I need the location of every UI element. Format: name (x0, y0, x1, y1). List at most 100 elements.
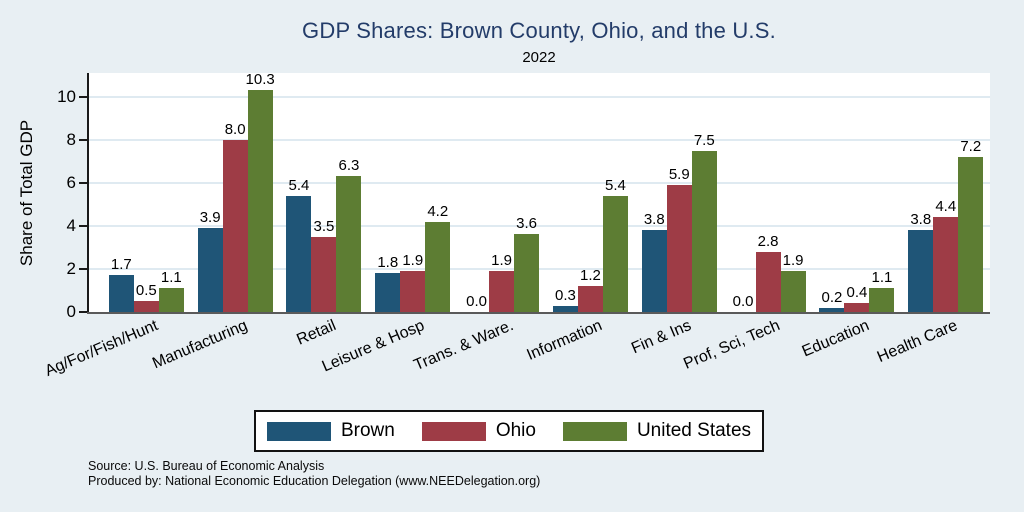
y-tick-label-4: 4 (66, 215, 76, 235)
bar-value-ohio-leisure-hosp: 1.9 (402, 252, 424, 270)
x-category-label-trans-ware: Trans. & Ware. (411, 317, 517, 375)
bar-value-ohio-health-care: 4.4 (935, 198, 957, 216)
bar-brown-leisure-hosp (375, 273, 401, 312)
legend-swatch-ohio (421, 421, 486, 441)
gridline-10 (88, 95, 990, 98)
bar-value-united-states-information: 5.4 (605, 176, 626, 194)
bar-value-ohio-trans-ware: 1.9 (491, 252, 513, 270)
bar-brown-health-care (908, 230, 934, 312)
bar-ohio-prof-sci-tech (755, 251, 781, 312)
bar-value-united-states-health-care: 7.2 (960, 137, 982, 155)
bar-value-brown-retail: 5.4 (288, 176, 310, 194)
bar-ohio-trans-ware (489, 271, 515, 312)
bar-value-brown-leisure-hosp: 1.8 (377, 254, 399, 272)
bar-value-ohio-manufacturing: 8.0 (224, 120, 246, 138)
bar-value-ohio-information: 1.2 (580, 267, 601, 285)
source-note: Source: U.S. Bureau of Economic Analysis (88, 459, 325, 473)
y-tick-4 (79, 224, 87, 227)
y-tick-label-6: 6 (66, 172, 76, 192)
bar-united-states-trans-ware (514, 234, 540, 312)
bar-value-united-states-ag-for-fish-hunt: 1.1 (160, 269, 182, 287)
bar-brown-retail (286, 195, 312, 312)
bar-value-brown-fin-ins: 3.8 (643, 211, 665, 229)
x-category-label-ag-for-fish-hunt: Ag/For/Fish/Hunt (42, 317, 161, 380)
legend: Brown Ohio United States (254, 410, 764, 452)
bar-ohio-information (577, 286, 603, 312)
bar-brown-manufacturing (197, 228, 223, 312)
bar-value-brown-education: 0.2 (821, 288, 843, 306)
x-category-label-education: Education (799, 317, 872, 361)
bar-ohio-health-care (933, 217, 959, 312)
gridline-8 (88, 138, 990, 141)
bar-value-united-states-leisure-hosp: 4.2 (427, 202, 449, 220)
x-category-label-prof-sci-tech: Prof, Sci, Tech (681, 317, 783, 373)
x-category-label-information: Information (524, 317, 606, 364)
bar-ohio-retail (311, 236, 337, 312)
y-tick-label-10: 10 (57, 86, 76, 106)
bar-brown-ag-for-fish-hunt (108, 275, 134, 312)
y-axis-line (87, 73, 89, 313)
y-tick-label-0: 0 (66, 302, 76, 321)
x-category-label-manufacturing: Manufacturing (149, 317, 250, 373)
bar-value-brown-prof-sci-tech: 0.0 (732, 293, 754, 310)
legend-item-brown: Brown (266, 420, 395, 442)
gridline-6 (88, 181, 990, 184)
x-category-label-retail: Retail (294, 317, 339, 349)
bar-value-united-states-manufacturing: 10.3 (245, 71, 275, 89)
bar-value-brown-information: 0.3 (555, 286, 576, 304)
x-category-label-health-care: Health Care (875, 317, 961, 367)
bar-value-brown-manufacturing: 3.9 (199, 209, 221, 227)
bar-united-states-health-care (958, 156, 984, 312)
bar-value-ohio-ag-for-fish-hunt: 0.5 (135, 282, 157, 300)
legend-label-brown: Brown (340, 420, 395, 441)
bar-brown-fin-ins (641, 230, 667, 312)
bar-value-united-states-education: 1.1 (871, 269, 893, 287)
bar-value-united-states-retail: 6.3 (338, 157, 360, 175)
bar-value-ohio-education: 0.4 (846, 284, 868, 302)
bar-value-ohio-fin-ins: 5.9 (668, 165, 690, 183)
y-tick-0 (79, 311, 87, 313)
bar-value-united-states-prof-sci-tech: 1.9 (782, 252, 804, 270)
legend-swatch-brown (266, 421, 331, 441)
legend-label-ohio: Ohio (495, 420, 536, 441)
bar-ohio-manufacturing (222, 139, 248, 312)
bar-united-states-education (869, 288, 895, 312)
bar-united-states-retail (336, 176, 362, 312)
legend-label-united-states: United States (636, 420, 752, 441)
bar-united-states-prof-sci-tech (780, 271, 806, 312)
bar-ohio-ag-for-fish-hunt (133, 301, 159, 312)
bar-united-states-leisure-hosp (425, 221, 451, 312)
y-tick-10 (79, 95, 87, 98)
legend-item-united-states: United States (562, 420, 752, 442)
chart-title: GDP Shares: Brown County, Ohio, and the … (302, 18, 776, 43)
bar-brown-education (819, 307, 845, 312)
y-tick-6 (79, 181, 87, 184)
footnotes: Source: U.S. Bureau of Economic Analysis… (88, 459, 540, 489)
produced-by-note: Produced by: National Economic Education… (88, 474, 541, 488)
bar-united-states-fin-ins (691, 150, 717, 312)
gridline-4 (88, 224, 990, 227)
bar-value-united-states-trans-ware: 3.6 (516, 215, 538, 233)
y-tick-8 (79, 138, 87, 141)
chart-subtitle: 2022 (522, 49, 556, 66)
y-tick-2 (79, 267, 87, 270)
y-tick-label-2: 2 (66, 258, 76, 278)
bar-ohio-leisure-hosp (400, 271, 426, 312)
bar-value-ohio-retail: 3.5 (313, 217, 335, 235)
legend-swatch-united-states (562, 421, 627, 441)
bar-united-states-manufacturing (247, 90, 273, 312)
bar-value-united-states-fin-ins: 7.5 (693, 131, 715, 149)
x-category-label-leisure-hosp: Leisure & Hosp (320, 317, 428, 376)
bar-value-brown-health-care: 3.8 (910, 211, 932, 229)
bar-value-brown-trans-ware: 0.0 (466, 293, 488, 310)
x-axis-line (87, 312, 990, 314)
bar-value-brown-ag-for-fish-hunt: 1.7 (110, 256, 132, 274)
bar-united-states-information (602, 195, 628, 312)
bar-ohio-fin-ins (666, 184, 692, 312)
legend-item-ohio: Ohio (421, 420, 536, 442)
bar-brown-information (552, 305, 578, 312)
bar-united-states-ag-for-fish-hunt (158, 288, 184, 312)
y-tick-label-8: 8 (66, 129, 76, 149)
